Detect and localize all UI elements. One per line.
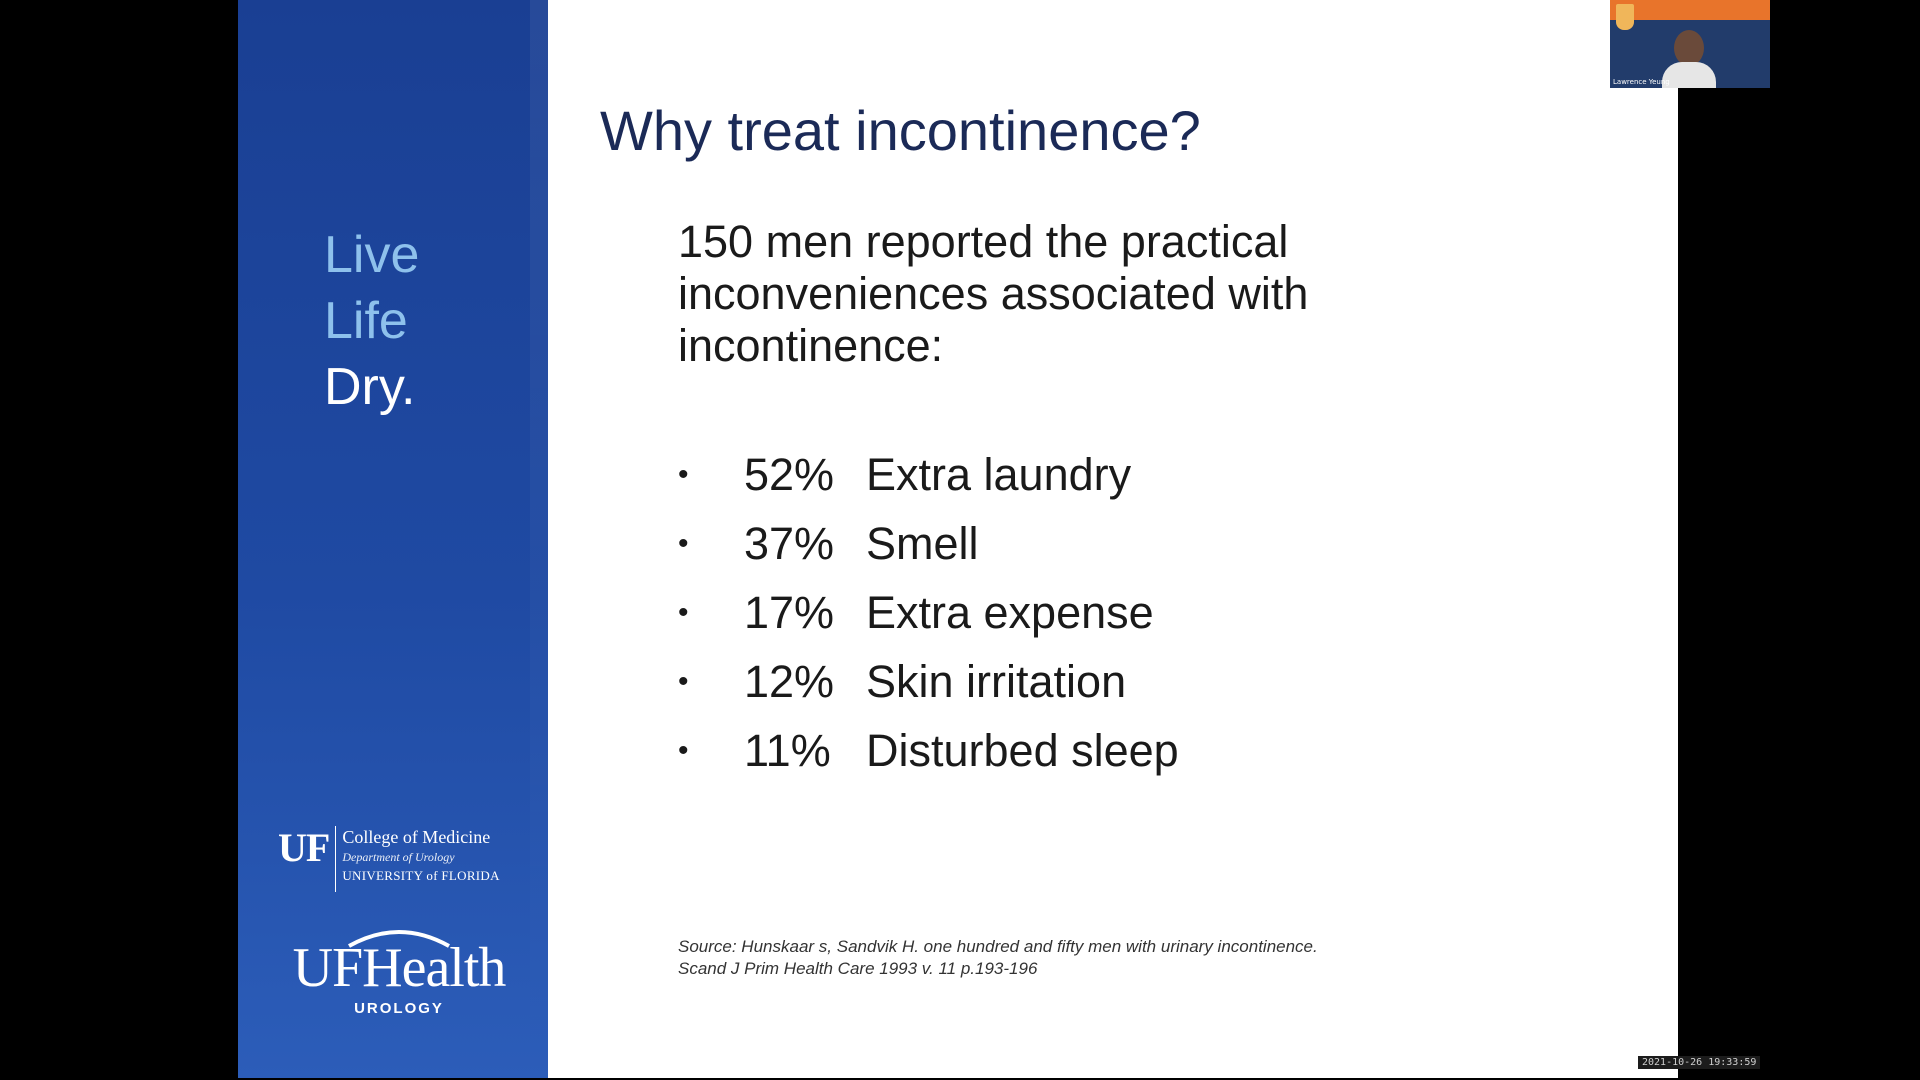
item-label: Smell (866, 517, 979, 569)
item-percent: 11% (744, 724, 831, 776)
bullet-icon: • (678, 526, 689, 560)
video-background-banner (1610, 0, 1770, 20)
item-label: Extra laundry (866, 448, 1132, 500)
bullet-icon: • (678, 457, 689, 491)
ufhealth-logo: UFHealth UROLOGY (274, 924, 524, 1017)
item-percent: 12% (744, 655, 835, 707)
participant-head (1674, 30, 1704, 66)
source-citation: Source: Hunskaar s, Sandvik H. one hundr… (678, 936, 1318, 980)
presentation-slide: Live Life Dry. UF College of Medicine De… (238, 0, 1678, 1078)
list-item: • 37% Smell (678, 509, 1179, 578)
department-name: Department of Urology (342, 850, 455, 864)
participant-body (1662, 62, 1716, 88)
sidebar-accent-stripe (530, 0, 548, 1078)
slide-sidebar: Live Life Dry. UF College of Medicine De… (238, 0, 548, 1078)
item-label: Extra expense (866, 586, 1154, 638)
tagline: Live Life Dry. (324, 222, 419, 420)
ufhealth-arc-icon (348, 930, 450, 948)
list-item: • 11% Disturbed sleep (678, 716, 1179, 785)
source-line-2: Scand J Prim Health Care 1993 v. 11 p.19… (678, 959, 1038, 978)
item-label: Disturbed sleep (866, 724, 1179, 776)
bullet-icon: • (678, 595, 689, 629)
slide-title: Why treat incontinence? (600, 99, 1201, 162)
recording-timestamp: 2021-10-26 19:33:59 (1638, 1056, 1761, 1069)
list-item: • 52% Extra laundry (678, 440, 1179, 509)
crest-icon (1616, 4, 1634, 30)
tagline-line-2: Life (324, 292, 408, 350)
university-name: UNIVERSITY of FLORIDA (342, 868, 500, 883)
bullet-icon: • (678, 664, 689, 698)
uf-monogram: UF (278, 826, 337, 892)
bullet-icon: • (678, 733, 689, 767)
list-item: • 12% Skin irritation (678, 647, 1179, 716)
tagline-line-3: Dry. (324, 358, 416, 416)
source-line-1: Source: Hunskaar s, Sandvik H. one hundr… (678, 937, 1318, 956)
participant-name: Lawrence Yeung (1613, 78, 1670, 86)
ufhealth-subtitle: UROLOGY (354, 1000, 444, 1017)
item-percent: 37% (744, 517, 835, 569)
item-percent: 17% (744, 586, 835, 638)
item-label: Skin irritation (866, 655, 1127, 707)
tagline-line-1: Live (324, 226, 420, 284)
college-name: College of Medicine (342, 827, 491, 847)
college-of-medicine-logo: UF College of Medicine Department of Uro… (278, 826, 500, 892)
statistics-list: • 52% Extra laundry • 37% Smell • 17% Ex… (678, 440, 1179, 785)
list-item: • 17% Extra expense (678, 578, 1179, 647)
college-logo-text: College of Medicine Department of Urolog… (342, 826, 499, 886)
item-percent: 52% (744, 448, 835, 500)
slide-intro: 150 men reported the practical inconveni… (678, 216, 1309, 371)
participant-video-tile[interactable]: Lawrence Yeung (1610, 0, 1770, 88)
ufhealth-name: UFHealth (292, 937, 507, 999)
